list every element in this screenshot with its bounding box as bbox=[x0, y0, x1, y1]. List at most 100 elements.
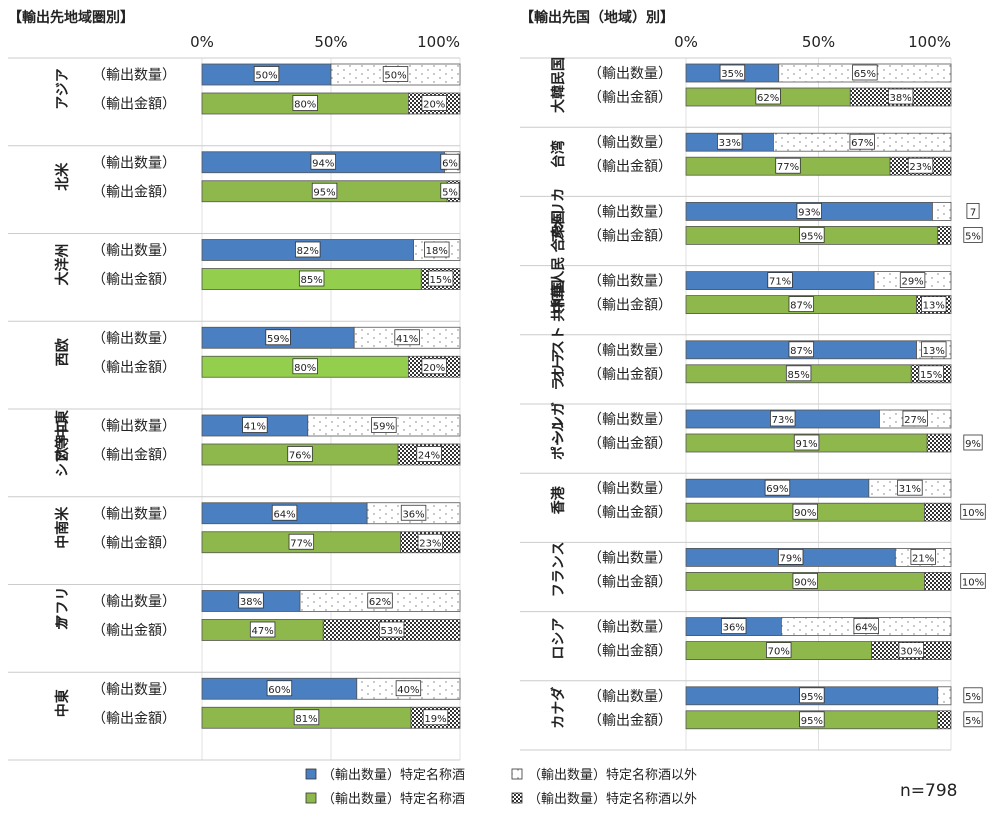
country-data-label-amt-other: 13% bbox=[923, 301, 945, 312]
country-data-label-amt-special-box bbox=[788, 296, 814, 313]
region-row-label: （輸出数量） bbox=[92, 68, 176, 84]
country-data-label-qty-other: 31% bbox=[899, 484, 921, 495]
region-tick-label: 0% bbox=[190, 33, 214, 51]
region-data-label-amt-other-box bbox=[378, 621, 405, 638]
country-data-label-qty-special: 33% bbox=[719, 138, 741, 149]
region-row-label: （輸出数量） bbox=[92, 419, 176, 435]
country-data-label-qty-other: 64% bbox=[855, 623, 877, 634]
region-data-label-amt-special: 76% bbox=[289, 451, 311, 462]
country-data-label-qty-other: 7 bbox=[970, 207, 976, 218]
region-data-label-amt-other: 20% bbox=[423, 100, 445, 111]
region-data-label-qty-other: 59% bbox=[373, 422, 395, 433]
region-data-label-qty-other-box bbox=[400, 504, 427, 521]
country-group-name: 共和国 bbox=[550, 280, 567, 322]
country-data-label-amt-other: 23% bbox=[909, 162, 931, 173]
region-data-label-qty-other-box bbox=[394, 329, 420, 346]
region-data-label-qty-other: 50% bbox=[384, 71, 406, 82]
country-data-label-qty-other-box bbox=[963, 687, 983, 704]
country-data-label-qty-other-box bbox=[921, 341, 947, 358]
country-row-label: （輸出数量） bbox=[588, 412, 672, 428]
country-chart: 0% 50% 100% 大韓民国 （輸出数量） （輸出金額） 35% 65% 62% 38% 台湾 （… bbox=[520, 33, 986, 751]
region-data-label-qty-special: 50% bbox=[255, 71, 277, 82]
country-data-label-qty-special-box bbox=[721, 618, 747, 634]
country-data-label-amt-special: 95% bbox=[801, 231, 823, 242]
region-group-name: カ bbox=[55, 617, 71, 631]
region-row-label: （輸出数量） bbox=[92, 682, 176, 698]
country-data-label-amt-special: 77% bbox=[777, 162, 799, 173]
country-data-label-amt-other: 10% bbox=[962, 508, 984, 519]
country-data-label-qty-other-box bbox=[852, 64, 878, 81]
region-data-label-amt-other-box bbox=[440, 182, 460, 199]
country-data-label-qty-special: 87% bbox=[790, 346, 812, 357]
country-data-label-amt-other-box bbox=[921, 296, 947, 313]
country-bar-amt-other bbox=[926, 433, 952, 453]
region-data-label-amt-other: 15% bbox=[430, 275, 452, 286]
legend-label-3: （輸出数量）特定名称酒 bbox=[322, 791, 465, 807]
region-data-label-qty-other-box bbox=[424, 241, 450, 258]
country-data-label-qty-other-box bbox=[853, 618, 879, 634]
region-data-label-qty-special: 41% bbox=[244, 422, 266, 433]
region-row-label: （輸出金額） bbox=[92, 184, 176, 200]
country-bar-amt-other bbox=[937, 225, 952, 245]
region-data-label-qty-special: 94% bbox=[312, 158, 334, 169]
country-data-label-amt-other: 5% bbox=[965, 716, 981, 727]
country-row-label: （輸出数量） bbox=[588, 620, 672, 636]
region-data-label-qty-special-box bbox=[266, 680, 293, 697]
country-data-label-amt-other-box bbox=[960, 503, 986, 520]
country-data-label-qty-other-box bbox=[849, 133, 875, 150]
country-data-label-qty-special-box bbox=[770, 410, 796, 427]
country-data-label-amt-special-box bbox=[785, 365, 812, 382]
legend-label-2: （輸出数量）特定名称酒以外 bbox=[528, 767, 697, 783]
region-data-label-qty-special-box bbox=[310, 153, 336, 170]
legend-swatch-amt-other bbox=[511, 792, 523, 804]
region-row-label: （輸出数量） bbox=[92, 243, 176, 259]
region-group: 北米 （輸出数量） （輸出金額） 94% 6% 95% 5% bbox=[54, 151, 461, 203]
country-data-label-qty-other: 27% bbox=[904, 415, 926, 426]
region-data-label-qty-special: 64% bbox=[273, 509, 295, 520]
region-data-label-amt-special-box bbox=[288, 533, 315, 550]
region-data-label-amt-other-box bbox=[421, 95, 447, 111]
country-data-label-amt-special-box bbox=[799, 711, 825, 728]
country-row-label: （輸出金額） bbox=[588, 713, 672, 729]
region-group: アジア （輸出数量） （輸出金額） 50% 50% 80% 20% bbox=[55, 63, 461, 115]
region-row-label: （輸出数量） bbox=[92, 155, 176, 171]
country-data-label-amt-special-box bbox=[792, 503, 818, 520]
region-row-label: （輸出金額） bbox=[92, 535, 176, 551]
region-data-label-amt-other: 19% bbox=[424, 714, 446, 725]
country-group: フランス （輸出数量） （輸出金額） 79% 21% 90% 10% bbox=[551, 542, 986, 597]
region-data-label-amt-other: 53% bbox=[381, 626, 403, 637]
country-data-label-amt-special-box bbox=[793, 434, 820, 451]
region-data-label-amt-special: 81% bbox=[295, 714, 317, 725]
region-data-label-qty-other-box bbox=[382, 66, 409, 82]
region-data-label-qty-special: 59% bbox=[267, 334, 289, 345]
region-group-name: 北米 bbox=[54, 162, 71, 191]
country-data-label-qty-special: 79% bbox=[780, 553, 802, 564]
region-data-label-amt-special: 85% bbox=[301, 275, 323, 286]
region-data-label-amt-special-box bbox=[292, 358, 318, 375]
country-data-label-amt-other: 30% bbox=[900, 647, 922, 658]
country-row-label: （輸出数量） bbox=[588, 343, 672, 359]
country-data-label-amt-special: 90% bbox=[794, 508, 816, 519]
region-data-label-amt-other: 5% bbox=[442, 187, 458, 198]
region-data-label-amt-special: 77% bbox=[290, 538, 312, 549]
country-data-label-qty-other-box bbox=[902, 410, 928, 427]
region-data-label-amt-special-box bbox=[298, 270, 325, 287]
region-row-label: （輸出金額） bbox=[92, 448, 176, 464]
region-data-label-amt-other-box bbox=[416, 446, 442, 462]
country-data-label-amt-special-box bbox=[755, 88, 781, 105]
region-data-label-qty-other: 40% bbox=[397, 685, 419, 696]
region-group-name: アフリ bbox=[55, 587, 71, 629]
region-row-label: （輸出金額） bbox=[92, 97, 176, 113]
region-group: 西欧 （輸出数量） （輸出金額） 59% 41% 80% 20% bbox=[54, 326, 461, 378]
country-group-name: カナダ bbox=[550, 687, 567, 729]
country-row-label: （輸出数量） bbox=[588, 689, 672, 705]
country-tick-label: 0% bbox=[674, 33, 698, 51]
region-group-name: 欧・ロ bbox=[54, 419, 71, 461]
country-tick-label: 100% bbox=[908, 33, 951, 51]
region-group-name: シア等 bbox=[54, 435, 71, 477]
country-data-label-amt-special-box bbox=[766, 642, 792, 658]
country-data-label-amt-other-box bbox=[963, 711, 983, 728]
country-data-label-qty-special: 95% bbox=[801, 692, 823, 703]
region-data-label-qty-special-box bbox=[242, 417, 268, 433]
